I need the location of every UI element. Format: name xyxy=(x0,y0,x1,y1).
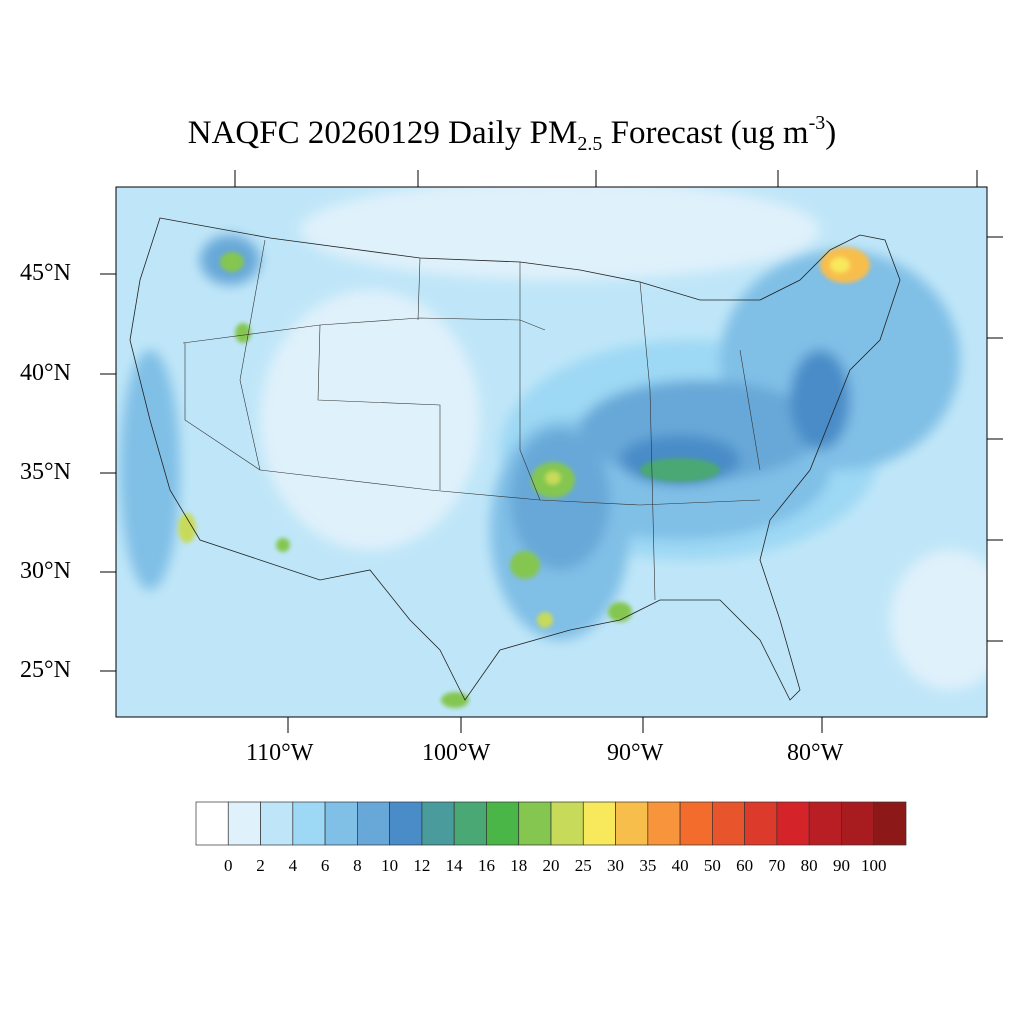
hotspot-la xyxy=(608,602,632,622)
hotspot-id xyxy=(235,323,251,343)
colorbar-swatch xyxy=(550,801,584,846)
title-superscript: -3 xyxy=(808,112,826,134)
colorbar-label: 100 xyxy=(860,856,887,875)
colorbar-label: 2 xyxy=(256,856,265,875)
hotspot-la-basin xyxy=(178,513,196,543)
lat-label: 25°N xyxy=(20,657,71,683)
colorbar-swatch xyxy=(453,801,487,846)
colorbar-label: 60 xyxy=(736,856,754,875)
colorbar-label: 25 xyxy=(574,856,592,875)
lat-label: 35°N xyxy=(20,459,71,485)
lon-label: 100°W xyxy=(422,740,491,766)
map-frame xyxy=(115,186,988,718)
colorbar-swatch xyxy=(324,801,358,846)
colorbar-swatch xyxy=(679,801,713,846)
colorbar-swatch xyxy=(292,801,326,846)
lat-label: 30°N xyxy=(20,558,71,584)
colorbar-label: 90 xyxy=(832,856,850,875)
lon-label: 110°W xyxy=(246,740,314,766)
hotspot-az xyxy=(276,538,290,552)
title-subscript: 2.5 xyxy=(577,133,603,155)
colorbar-swatch xyxy=(227,801,261,846)
state-borders xyxy=(182,239,761,601)
colorbar-swatch xyxy=(357,801,390,846)
colorbar-swatch xyxy=(776,801,810,846)
colorbar-label: 12 xyxy=(413,856,431,875)
field-pacific-8 xyxy=(120,350,180,590)
colorbar-swatch xyxy=(808,801,842,846)
colorbar-label: 80 xyxy=(800,856,818,875)
colorbar-swatch xyxy=(518,801,552,846)
hotspot-houston xyxy=(537,612,553,628)
colorbar-swatch xyxy=(389,801,423,846)
colorbar-swatch xyxy=(744,801,778,846)
colorbar-label: 30 xyxy=(607,856,625,875)
colorbar-label: 4 xyxy=(288,856,298,875)
colorbar-label: 8 xyxy=(353,856,362,875)
hotspot-wa xyxy=(220,252,244,272)
us-outline xyxy=(129,217,901,701)
title-text-units: Forecast (ug m xyxy=(602,115,809,151)
title-text: NAQFC 20260129 Daily PM xyxy=(187,115,578,151)
colorbar-swatch xyxy=(873,801,907,846)
field-mountain-light xyxy=(260,290,480,550)
colorbar-label: 14 xyxy=(445,856,463,875)
hotspot-tx xyxy=(510,551,540,579)
tick-marks xyxy=(100,170,1003,733)
title-close: ) xyxy=(825,115,837,151)
colorbar-label: 40 xyxy=(671,856,689,875)
colorbar-label: 35 xyxy=(639,856,657,875)
lon-label: 90°W xyxy=(607,740,664,766)
colorbar-swatch xyxy=(615,801,649,846)
lon-label: 80°W xyxy=(787,740,844,766)
colorbar-label: 20 xyxy=(542,856,560,875)
lat-label: 45°N xyxy=(20,260,71,286)
colorbar-label: 0 xyxy=(224,856,233,875)
field-ark-10 xyxy=(510,430,610,570)
lat-label: 40°N xyxy=(20,360,71,386)
pm25-field xyxy=(116,187,987,717)
colorbar-swatch xyxy=(260,801,294,846)
colorbar-swatch xyxy=(421,801,455,846)
hotspot-ok-core xyxy=(545,471,561,485)
field-north-light xyxy=(300,187,820,280)
colorbar-label: 6 xyxy=(320,856,330,875)
map-title: NAQFC 20260129 Daily PM2.5 Forecast (ug … xyxy=(0,112,1024,156)
colorbar-swatch xyxy=(841,801,875,846)
colorbar-label: 10 xyxy=(381,856,399,875)
hotspot-mx xyxy=(441,692,469,708)
colorbar-label: 16 xyxy=(477,856,495,875)
colorbar xyxy=(195,801,907,846)
colorbar-swatch xyxy=(486,801,520,846)
colorbar-label: 70 xyxy=(768,856,786,875)
field-atlantic-light xyxy=(890,550,987,690)
colorbar-swatch xyxy=(647,801,681,846)
field-midatlantic-12 xyxy=(790,350,850,450)
colorbar-label: 18 xyxy=(510,856,528,875)
colorbar-label: 50 xyxy=(703,856,721,875)
colorbar-swatch xyxy=(195,801,229,846)
colorbar-swatch xyxy=(712,801,745,846)
hotspot-quebec-core xyxy=(830,257,850,273)
colorbar-swatch xyxy=(582,801,616,846)
hotspot-tn xyxy=(640,458,720,482)
